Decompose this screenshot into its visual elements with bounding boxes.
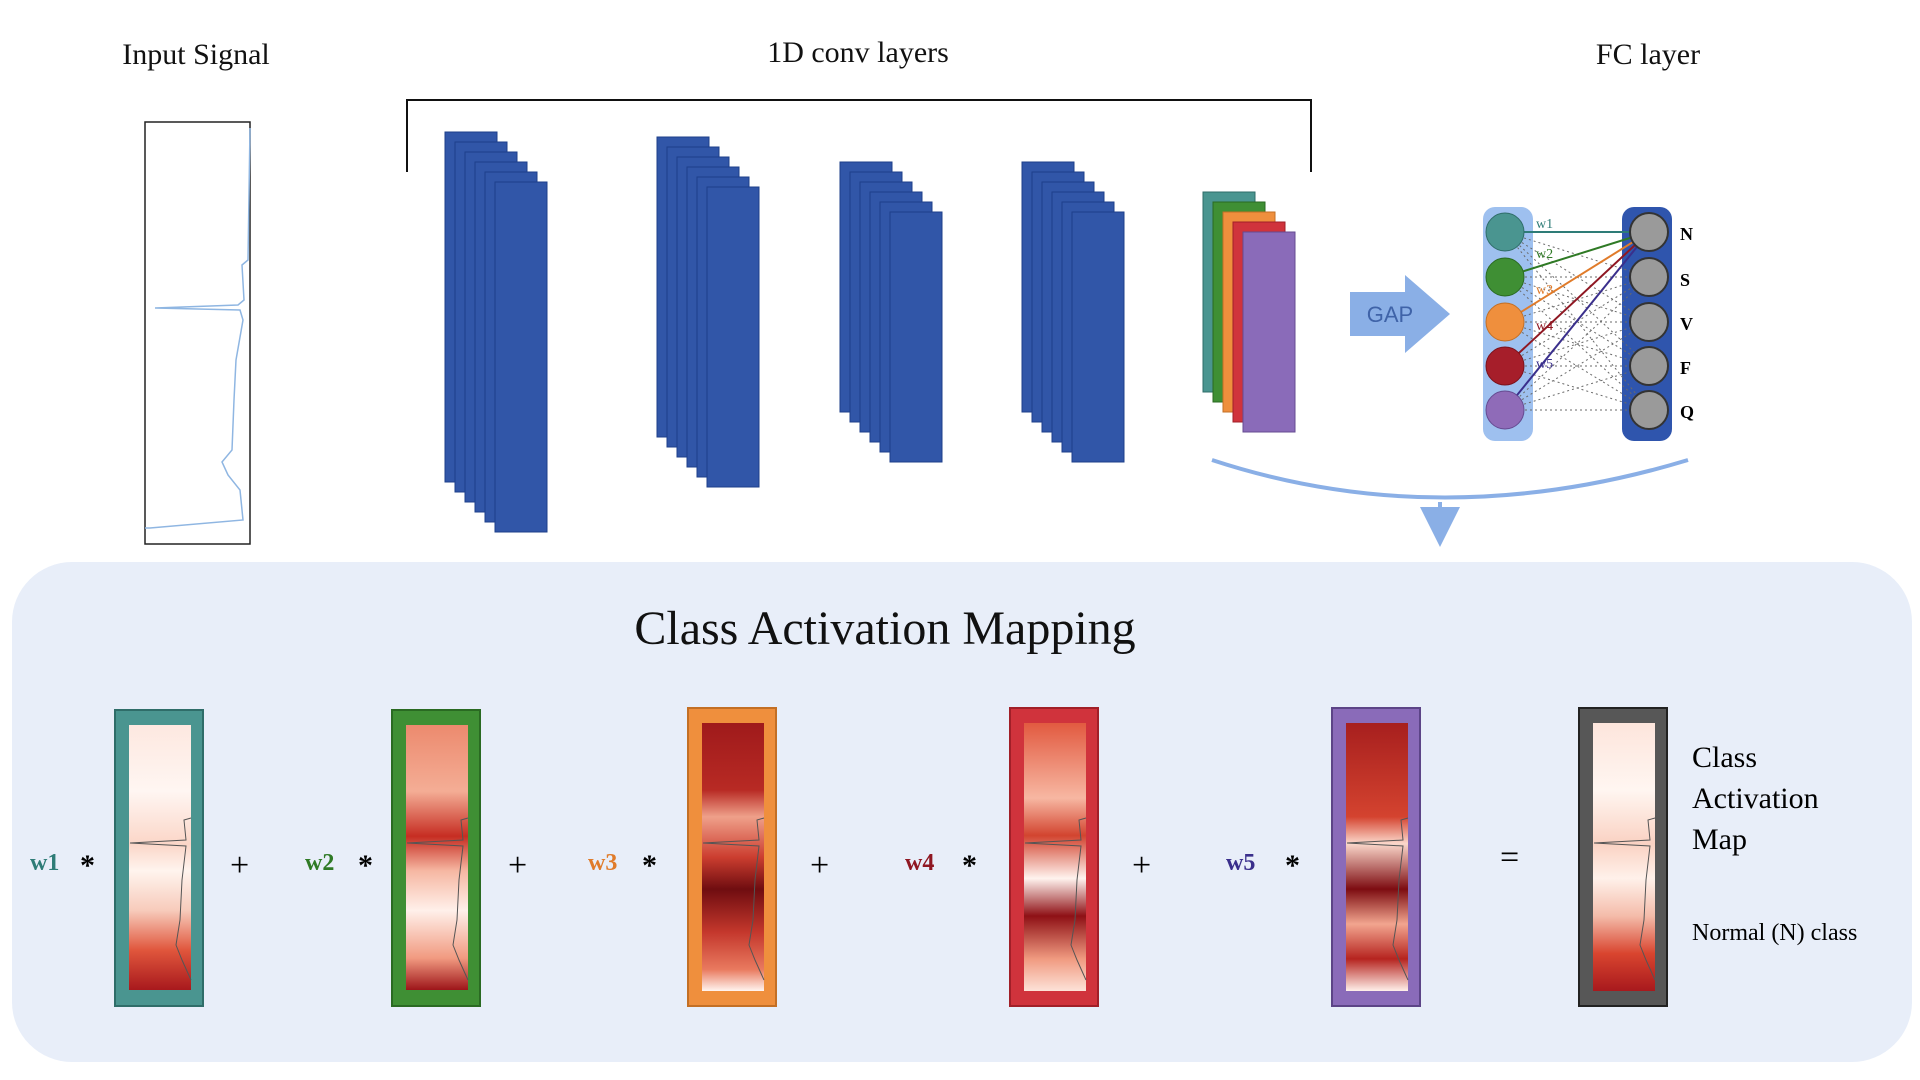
heatmap-1 xyxy=(114,709,204,1007)
fc-layer-label: FC layer xyxy=(1596,38,1700,71)
class-label-q: Q xyxy=(1680,402,1694,422)
fc-weight-label-3: w3 xyxy=(1536,283,1553,298)
cam-weight-3: w3 xyxy=(588,850,617,876)
feature-map-stack xyxy=(1202,191,1296,433)
conv-stack-2 xyxy=(656,136,760,488)
conv-stack-3 xyxy=(839,161,943,463)
plus-4: + xyxy=(1132,847,1151,884)
conv-layers-label: 1D conv layers xyxy=(767,36,949,69)
multiply-3: * xyxy=(642,849,657,882)
multiply-4: * xyxy=(962,849,977,882)
fc-weight-label-1: w1 xyxy=(1536,217,1553,232)
input-signal-label: Input Signal xyxy=(122,38,270,71)
plus-3: + xyxy=(810,847,829,884)
fc-weight-label-4: w4 xyxy=(1536,319,1553,334)
conv-stack-4 xyxy=(1021,161,1125,463)
multiply-5: * xyxy=(1285,849,1300,882)
equals-sign: = xyxy=(1500,839,1519,876)
fc-weight-line-3 xyxy=(1504,231,1650,323)
multiply-2: * xyxy=(358,849,373,882)
heatmap-2 xyxy=(391,709,481,1007)
class-label-n: N xyxy=(1680,224,1693,244)
plus-2: + xyxy=(508,847,527,884)
class-label-f: F xyxy=(1680,358,1691,378)
cam-result-label-line-2: Activation xyxy=(1692,782,1819,815)
input-signal-box xyxy=(144,121,251,545)
plus-1: + xyxy=(230,847,249,884)
fc-input-node-3 xyxy=(1485,302,1525,342)
fc-input-node-4 xyxy=(1485,346,1525,386)
fc-input-node-1 xyxy=(1485,212,1525,252)
fc-output-node-q xyxy=(1629,390,1669,430)
fc-weight-label-2: w2 xyxy=(1536,247,1553,262)
fc-output-node-s xyxy=(1629,257,1669,297)
fc-input-node-2 xyxy=(1485,257,1525,297)
cam-weight-1: w1 xyxy=(30,850,59,876)
conv-stack-1 xyxy=(444,131,548,533)
class-label-s: S xyxy=(1680,270,1690,290)
cam-weight-5: w5 xyxy=(1226,850,1255,876)
cam-class-label: Normal (N) class xyxy=(1692,920,1857,946)
multiply-1: * xyxy=(80,849,95,882)
fc-weight-line-4 xyxy=(1504,231,1650,367)
conv-bracket xyxy=(406,99,1312,172)
fc-output-node-f xyxy=(1629,346,1669,386)
cam-weight-4: w4 xyxy=(905,850,934,876)
cam-panel xyxy=(12,562,1912,1062)
cam-result-label-line-3: Map xyxy=(1692,823,1747,856)
heatmap-5 xyxy=(1331,707,1421,1007)
heatmap-4 xyxy=(1009,707,1099,1007)
fc-weight-label-5: w5 xyxy=(1536,357,1553,372)
heatmap-3 xyxy=(687,707,777,1007)
cam-result-label-line-1: Class xyxy=(1692,741,1757,774)
cam-equation: w1 * + w2 * + w3 * + w4 * + w5 * = xyxy=(30,839,1519,884)
gap-label: GAP xyxy=(1367,302,1413,327)
cam-weight-2: w2 xyxy=(305,850,334,876)
cam-result-heatmap xyxy=(1578,707,1668,1007)
fc-layer: w1 w2 w3 w4 w5 N S V F Q xyxy=(1483,207,1694,441)
ecg-trace xyxy=(145,127,251,529)
cam-curve-arrow xyxy=(1211,458,1689,500)
fc-output-node-n xyxy=(1629,212,1669,252)
fc-input-node-5 xyxy=(1485,390,1525,430)
gap-arrow: GAP xyxy=(1350,275,1450,353)
cam-title: Class Activation Mapping xyxy=(634,602,1135,655)
fc-weight-line-2 xyxy=(1504,231,1650,278)
class-label-v: V xyxy=(1680,314,1693,334)
fc-output-node-v xyxy=(1629,302,1669,342)
fc-weight-line-5 xyxy=(1504,231,1650,411)
